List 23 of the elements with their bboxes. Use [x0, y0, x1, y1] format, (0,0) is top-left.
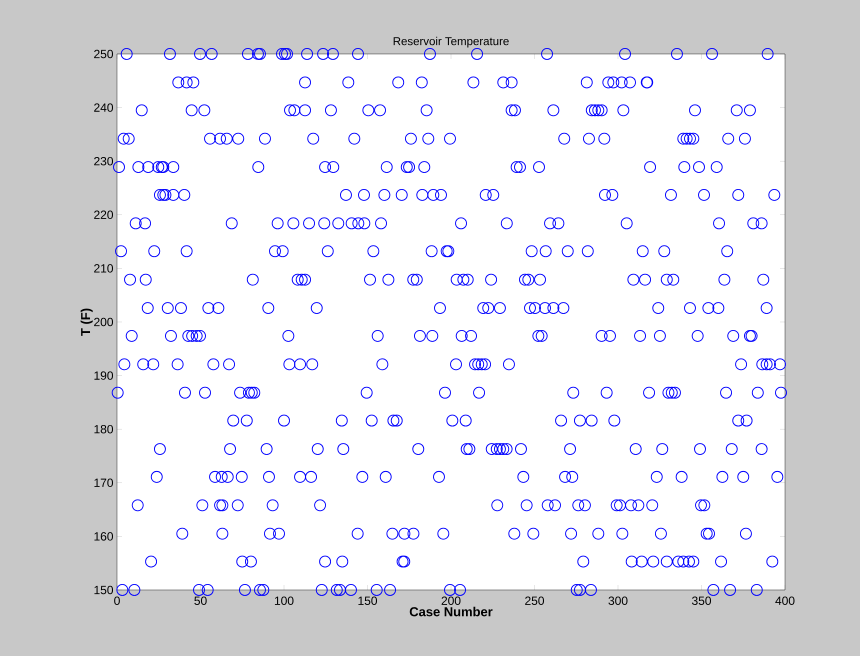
x-tick-label: 100: [274, 596, 294, 605]
x-tick-label: 250: [525, 596, 544, 605]
y-axis-title: T (F): [80, 308, 93, 336]
chart-title: Reservoir Temperature: [394, 36, 509, 48]
y-tick-label: 180: [94, 424, 114, 434]
y-tick-label: 190: [94, 371, 114, 380]
y-tick-label: 230: [94, 156, 114, 166]
x-axis-title: Case Number: [410, 606, 493, 616]
y-tick-label: 160: [94, 532, 114, 541]
x-tick-label: 400: [775, 596, 795, 605]
x-tick-label: 350: [692, 596, 712, 605]
x-tick-label: 150: [358, 596, 378, 605]
y-tick-label: 210: [94, 264, 114, 273]
y-tick-label: 220: [94, 210, 114, 220]
x-tick-label: 0: [114, 596, 120, 605]
y-tick-label: 240: [94, 103, 114, 112]
x-tick-label: 300: [608, 596, 628, 605]
y-tick-label: 250: [94, 50, 114, 58]
y-tick-label: 150: [94, 586, 114, 594]
x-tick-label: 200: [442, 596, 461, 605]
x-tick-label: 50: [194, 596, 207, 605]
y-tick-label: 170: [94, 478, 114, 488]
y-tick-label: 200: [94, 318, 114, 326]
